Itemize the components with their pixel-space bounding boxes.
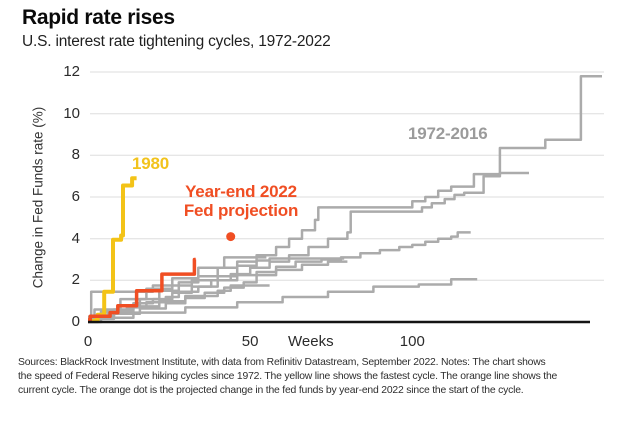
footnote-line-1: Sources: BlackRock Investment Institute,… xyxy=(18,357,546,368)
annotation-2022-line2: Fed projection xyxy=(183,201,299,220)
footnote-line-2: the speed of Federal Reserve hiking cycl… xyxy=(18,371,558,383)
footnote: Sources: BlackRock Investment Institute,… xyxy=(18,356,624,399)
x-tick-label: 0 xyxy=(83,333,93,350)
page-title: Rapid rate rises xyxy=(22,6,175,29)
x-axis-title: Weeks xyxy=(288,333,334,350)
footnote-line-3: current cycle. The orange dot is the pro… xyxy=(18,385,524,397)
annotation-2022-projection: Year-end 2022 Fed projection xyxy=(170,182,312,220)
annotation-1972-2016: 1972-2016 xyxy=(408,124,488,143)
x-tick-label: 100 xyxy=(399,333,425,350)
y-tick-label: 10 xyxy=(63,104,80,122)
y-tick-label: 6 xyxy=(71,188,80,205)
y-tick-label: 2 xyxy=(71,271,80,289)
annotation-2022-line1: Year-end 2022 xyxy=(185,182,297,201)
page-subtitle: U.S. interest rate tightening cycles, 19… xyxy=(22,33,331,50)
x-tick-label: 50 xyxy=(241,333,259,350)
y-tick-label: 0 xyxy=(71,313,80,330)
annotation-1980: 1980 xyxy=(132,154,170,173)
y-tick-label: 8 xyxy=(71,146,80,164)
y-tick-label: 4 xyxy=(71,229,80,247)
projection-dot xyxy=(226,232,236,242)
y-tick-label: 12 xyxy=(63,63,80,80)
